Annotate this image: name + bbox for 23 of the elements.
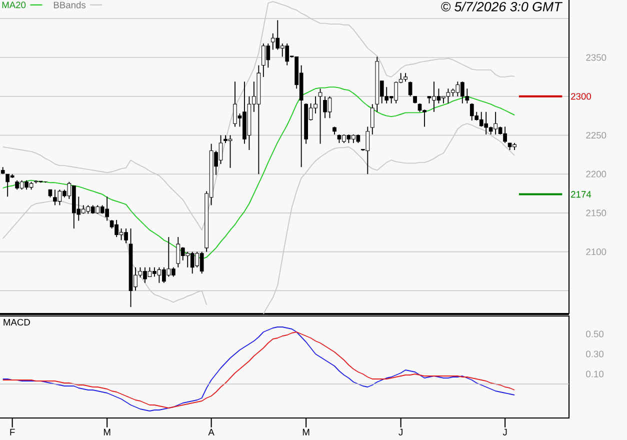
y-tick-label: 2350 — [586, 54, 606, 61]
x-tick-label: J — [398, 428, 402, 436]
x-tick-label: J — [502, 428, 507, 436]
y-tick-label: 0.30 — [586, 350, 604, 358]
x-tick-label: M — [104, 428, 110, 436]
x-tick-label: M — [302, 428, 310, 436]
y-tick-label: 0.50 — [586, 330, 604, 338]
ref-line-label: 2174 — [571, 191, 592, 198]
y-tick-label: 2150 — [586, 210, 606, 216]
x-tick-label: A — [208, 428, 214, 436]
chart-title: MACD — [4, 318, 30, 326]
legend-label: MA20 — [2, 2, 26, 8]
x-tick-label: F — [10, 428, 15, 436]
candlestick — [370, 104, 374, 135]
y-tick-label: 2250 — [586, 132, 606, 139]
annotation: © 5/7/2026 3:0 GMT — [441, 2, 562, 12]
candlestick — [408, 81, 412, 97]
y-tick-label: 2100 — [586, 248, 606, 256]
y-tick-label: 0.10 — [586, 370, 604, 378]
ref-line-label: 2300 — [571, 93, 592, 100]
legend-label: BBands — [54, 1, 86, 8]
candlestick — [318, 88, 322, 144]
y-tick-label: 2200 — [586, 170, 606, 178]
